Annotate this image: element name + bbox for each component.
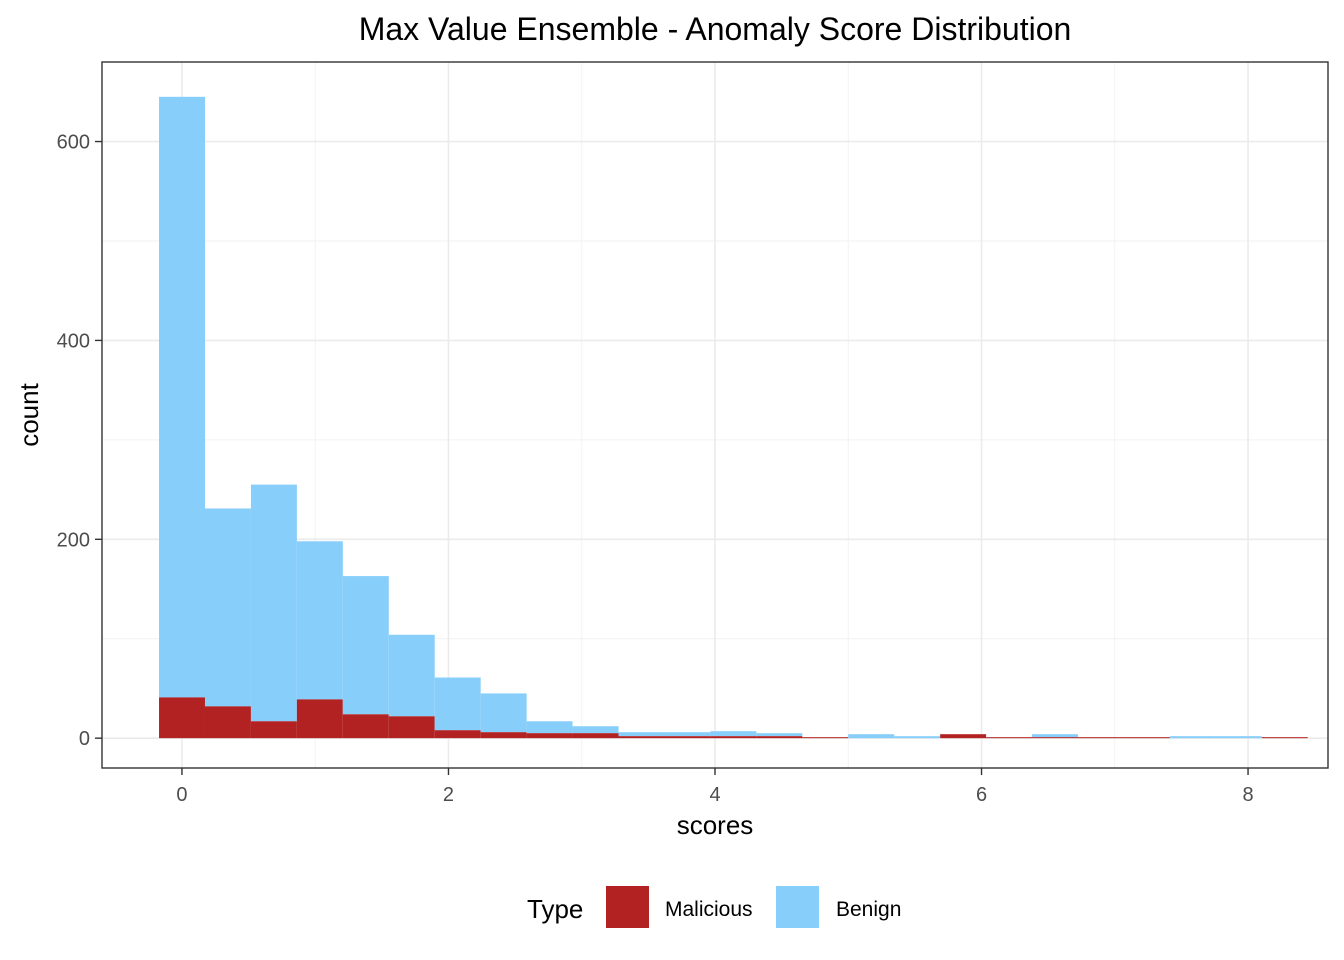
legend-label-benign: Benign: [836, 898, 901, 921]
x-tick-label: 2: [443, 784, 454, 806]
bar-benign: [388, 634, 435, 717]
bar-benign: [756, 733, 803, 737]
bar-benign: [710, 731, 757, 737]
bar-malicious: [159, 697, 205, 739]
legend-title: Type: [527, 894, 583, 924]
bar-benign: [204, 508, 251, 707]
bar-malicious: [756, 736, 803, 739]
bar-benign: [159, 96, 205, 698]
bar-malicious: [296, 699, 343, 739]
y-tick-label: 0: [79, 728, 90, 750]
bar-malicious: [434, 730, 481, 739]
bar-malicious: [526, 733, 573, 739]
bar-malicious: [986, 737, 1033, 739]
y-tick-label: 400: [57, 330, 90, 352]
y-tick-label: 200: [57, 529, 90, 551]
bar-benign: [572, 726, 619, 734]
bar-malicious: [1032, 737, 1079, 739]
bar-benign: [618, 732, 665, 737]
bar-malicious: [204, 706, 251, 739]
bar-malicious: [342, 714, 389, 739]
legend-label-malicious: Malicious: [665, 898, 753, 921]
x-tick-label: 8: [1242, 784, 1253, 806]
bar-benign: [296, 541, 343, 700]
bar-benign: [1032, 734, 1079, 738]
x-tick-label: 0: [176, 784, 187, 806]
bar-benign: [434, 677, 481, 731]
bar-malicious: [250, 721, 297, 739]
legend-key-benign: [776, 886, 819, 928]
bar-malicious: [1261, 737, 1308, 739]
bar-benign: [342, 576, 389, 715]
bar-benign: [848, 734, 895, 739]
legend-key-malicious: [606, 886, 649, 928]
bar-malicious: [802, 737, 849, 739]
bar-malicious: [572, 733, 619, 739]
bar-malicious: [480, 732, 527, 739]
bar-malicious: [664, 736, 711, 739]
legend: Type Malicious Benign: [527, 886, 901, 928]
bar-benign: [526, 721, 573, 734]
chart-title: Max Value Ensemble - Anomaly Score Distr…: [359, 11, 1072, 47]
x-axis: 0 2 4 6 8: [176, 768, 1254, 806]
bars: [159, 96, 1308, 739]
y-axis: 0 200 400 600: [57, 132, 102, 750]
bar-benign: [250, 484, 297, 722]
bar-benign: [894, 736, 941, 739]
bar-benign: [480, 693, 527, 733]
y-tick-label: 600: [57, 132, 90, 154]
bar-malicious: [1078, 737, 1124, 739]
y-axis-title: count: [14, 382, 44, 446]
x-axis-title: scores: [677, 810, 754, 840]
bar-benign: [1169, 736, 1216, 739]
bar-malicious: [388, 716, 435, 739]
bar-malicious: [618, 736, 665, 739]
bar-malicious: [710, 736, 757, 739]
bar-malicious: [940, 734, 987, 739]
bar-benign: [664, 732, 711, 737]
bar-malicious: [1123, 737, 1170, 739]
x-tick-label: 4: [709, 784, 720, 806]
x-tick-label: 6: [976, 784, 987, 806]
bar-benign: [1215, 736, 1262, 739]
